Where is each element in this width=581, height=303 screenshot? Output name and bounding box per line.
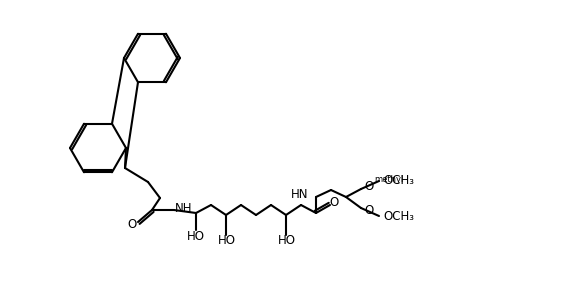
Text: O: O xyxy=(364,179,374,192)
Text: NH: NH xyxy=(175,202,192,215)
Text: O: O xyxy=(329,195,339,208)
Text: HO: HO xyxy=(187,229,205,242)
Text: O: O xyxy=(364,205,374,218)
Text: methyl: methyl xyxy=(374,175,404,184)
Text: OCH₃: OCH₃ xyxy=(383,211,414,224)
Text: O: O xyxy=(127,218,137,231)
Text: HO: HO xyxy=(278,235,296,248)
Text: HN: HN xyxy=(290,188,308,201)
Text: HO: HO xyxy=(218,235,236,248)
Text: OCH₃: OCH₃ xyxy=(383,174,414,187)
